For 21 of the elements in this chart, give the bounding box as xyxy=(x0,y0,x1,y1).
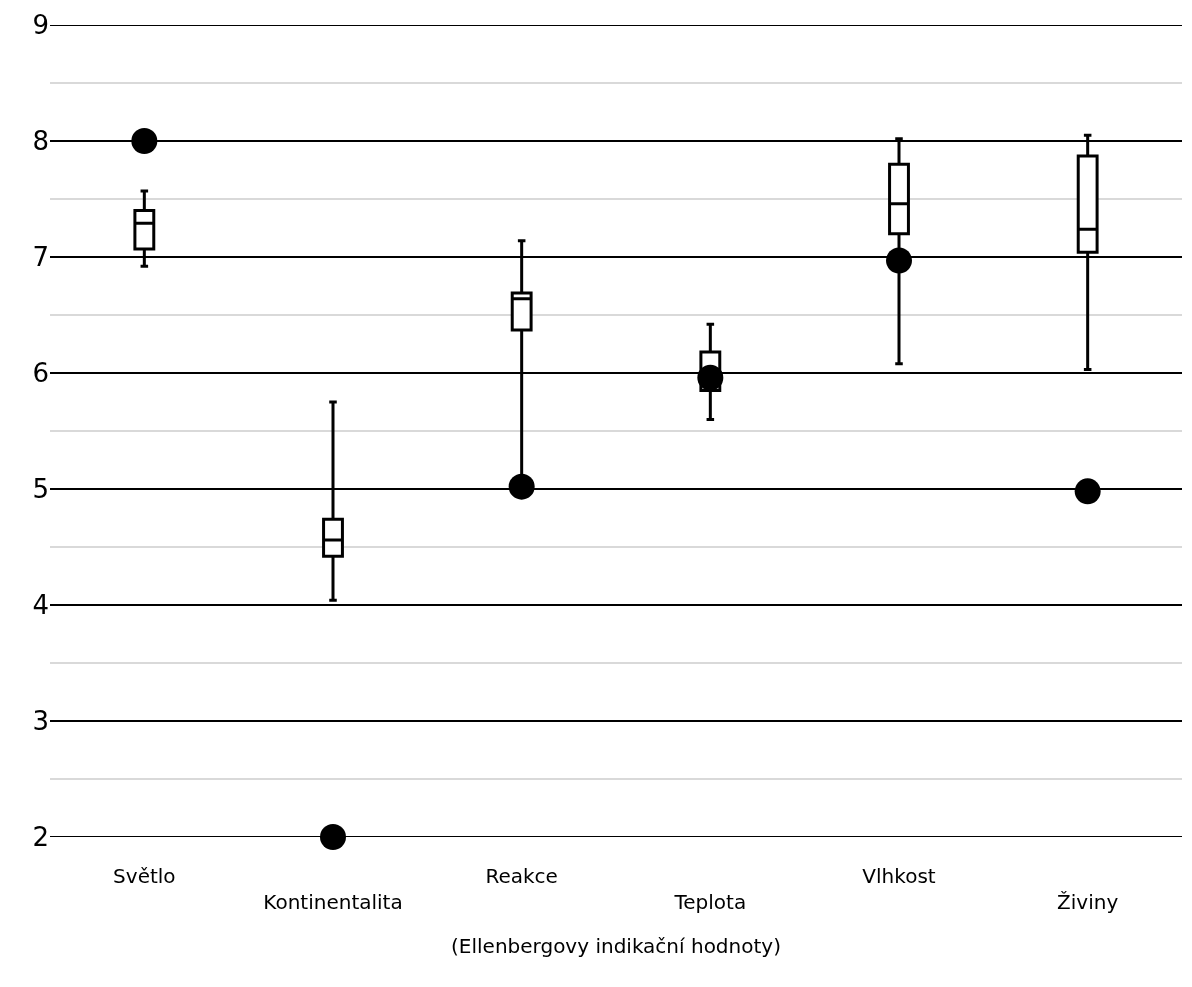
point xyxy=(320,824,346,850)
x-tick-label: Světlo xyxy=(113,864,176,888)
x-tick-label: Reakce xyxy=(485,864,558,888)
y-tick-label: 5 xyxy=(32,474,49,505)
x-tick-label: Vlhkost xyxy=(862,864,936,888)
y-tick-label: 7 xyxy=(32,242,49,273)
y-tick-label: 3 xyxy=(32,706,49,737)
x-tick-label: Teplota xyxy=(673,890,747,914)
y-tick-label: 2 xyxy=(32,822,49,853)
y-tick-label: 8 xyxy=(32,126,49,157)
x-tick-label: Živiny xyxy=(1057,890,1119,914)
point xyxy=(886,247,912,274)
point xyxy=(508,473,535,500)
point xyxy=(1074,478,1101,505)
y-tick-label: 9 xyxy=(32,10,49,41)
x-axis-title: (Ellenbergovy indikační hodnoty) xyxy=(451,933,781,958)
y-tick-label: 6 xyxy=(32,358,49,389)
y-tick-label: 4 xyxy=(32,590,49,621)
point xyxy=(131,128,158,154)
point xyxy=(697,364,724,391)
x-tick-label: Kontinentalita xyxy=(263,890,403,914)
